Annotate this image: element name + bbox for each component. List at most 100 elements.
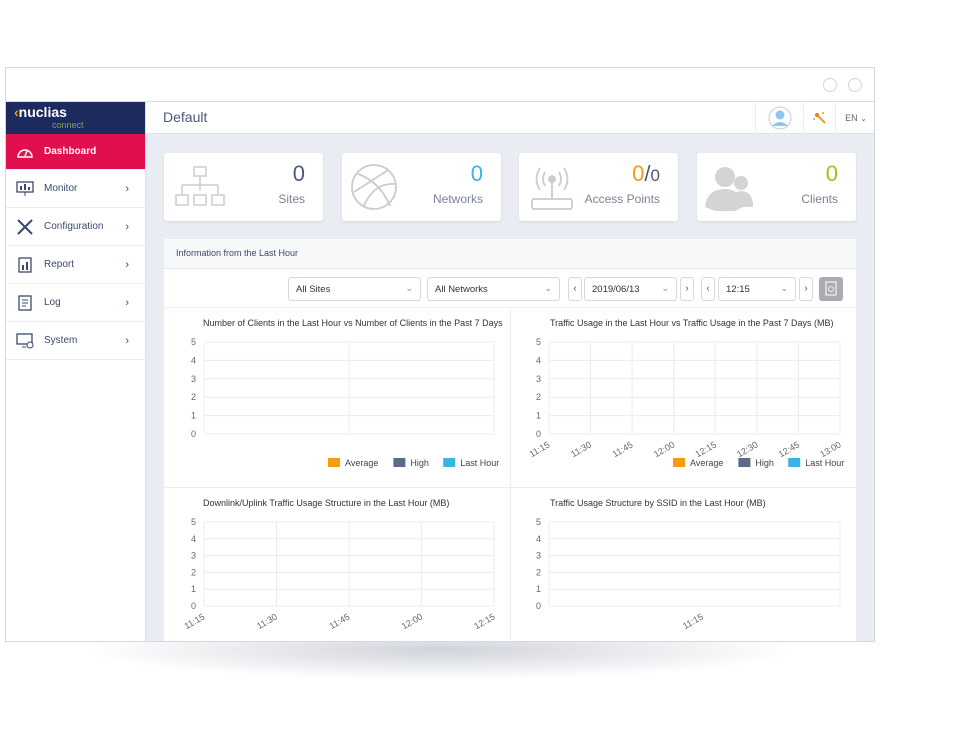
- chevron-right-icon: ›: [125, 182, 129, 195]
- x-tick-label: 11:15: [183, 612, 207, 632]
- users-icon: [705, 167, 753, 211]
- time-next-button[interactable]: ›: [799, 277, 813, 301]
- clients-count: 0: [825, 161, 838, 186]
- clients-label: Clients: [801, 192, 838, 206]
- y-tick-label: 1: [536, 411, 541, 421]
- y-tick-label: 2: [191, 392, 196, 402]
- date-next-button[interactable]: ›: [680, 277, 694, 301]
- time-prev-button[interactable]: ‹: [701, 277, 715, 301]
- card-sites[interactable]: 0 Sites: [164, 153, 323, 221]
- y-tick-label: 2: [536, 567, 541, 577]
- date-value: 2019/06/13: [592, 284, 640, 295]
- y-tick-label: 5: [191, 337, 196, 347]
- tools-icon: [16, 218, 34, 235]
- sidebar-item-label: Monitor: [44, 183, 78, 194]
- export-button[interactable]: [819, 277, 843, 301]
- language-select[interactable]: EN ⌄: [835, 102, 874, 134]
- chart-cell-3: Downlink/Uplink Traffic Usage Structure …: [164, 487, 510, 641]
- avatar-icon: [768, 106, 791, 130]
- ap-count: 0/0: [632, 161, 660, 186]
- page-title: Default: [163, 109, 208, 125]
- chevron-right-icon: ›: [125, 296, 129, 309]
- logo[interactable]: ‹nuclias connect: [6, 102, 145, 134]
- charts-layer: 0 1 2 3 4 5 Average High Last Hour 0 1 2 3 4 5 11:15 11:…: [183, 337, 845, 632]
- chevron-right-icon: ›: [125, 220, 129, 233]
- legend-swatch: [393, 458, 406, 467]
- ap-online: 0: [632, 161, 645, 186]
- networks-label: Networks: [432, 192, 483, 206]
- y-tick-label: 0: [536, 601, 541, 611]
- report-icon: [16, 256, 34, 273]
- card-access-points[interactable]: 0/0 Access Points: [519, 153, 678, 221]
- card-clients[interactable]: 0 Clients: [697, 153, 856, 221]
- wizard-button[interactable]: [803, 102, 835, 134]
- chart-title: Traffic Usage in the Last Hour vs Traffi…: [550, 318, 834, 328]
- magic-wand-icon: [812, 112, 826, 124]
- x-tick-label: 13:00: [818, 439, 843, 459]
- sidebar-item-log[interactable]: Log ›: [6, 284, 145, 322]
- sidebar-item-configuration[interactable]: Configuration ›: [6, 208, 145, 246]
- legend-swatch: [788, 458, 801, 467]
- site-select[interactable]: All Sites ⌄: [288, 277, 421, 301]
- logo-sub: connect: [52, 120, 84, 130]
- legend-swatch: [738, 458, 751, 467]
- sidebar-item-system[interactable]: System ›: [6, 322, 145, 360]
- card-networks[interactable]: 0 Networks: [342, 153, 501, 221]
- sidebar-item-report[interactable]: Report ›: [6, 246, 145, 284]
- access-point-icon: [531, 167, 573, 210]
- date-prev-button[interactable]: ‹: [568, 277, 582, 301]
- legend-swatch: [328, 458, 340, 467]
- y-tick-label: 3: [191, 374, 196, 384]
- sidebar-item-monitor[interactable]: Monitor ›: [6, 170, 145, 208]
- chart-title: Number of Clients in the Last Hour vs Nu…: [203, 318, 503, 328]
- y-tick-label: 0: [191, 601, 196, 611]
- chart-title: Downlink/Uplink Traffic Usage Structure …: [203, 498, 450, 508]
- x-tick-label: 11:30: [255, 612, 279, 632]
- x-tick-label: 11:30: [569, 440, 593, 460]
- y-tick-label: 5: [536, 517, 541, 527]
- sites-label: Sites: [278, 192, 305, 206]
- ap-label: Access Points: [584, 192, 660, 206]
- site-value: All Sites: [296, 284, 331, 295]
- sites-count: 0: [292, 161, 305, 186]
- chevron-down-icon: ⌄: [405, 283, 413, 293]
- info-panel: Information from the Last Hour All Sites…: [164, 239, 856, 641]
- window-button[interactable]: [848, 78, 862, 92]
- export-report-icon: [825, 281, 837, 296]
- sidebar-item-label: Configuration: [44, 221, 104, 232]
- chevron-down-icon: ⌄: [860, 113, 867, 123]
- globe-icon: [351, 164, 397, 210]
- sidebar-item-label: Log: [44, 297, 61, 308]
- y-tick-label: 0: [191, 429, 196, 439]
- topology-icon: [175, 166, 225, 206]
- x-tick-label: 12:15: [694, 439, 719, 459]
- chevron-down-icon: ⌄: [780, 283, 788, 293]
- legend-swatch: [673, 458, 685, 467]
- logo-brand-text: nuclias: [18, 104, 67, 120]
- legend-label: High: [755, 458, 774, 468]
- network-value: All Networks: [435, 284, 488, 295]
- time-value: 12:15: [726, 284, 750, 295]
- network-select[interactable]: All Networks ⌄: [427, 277, 560, 301]
- time-select[interactable]: 12:15 ⌄: [718, 277, 796, 301]
- gauge-icon: [16, 144, 34, 160]
- y-tick-label: 0: [536, 429, 541, 439]
- panel-title: Information from the Last Hour: [164, 239, 856, 269]
- chart-title: Traffic Usage Structure by SSID in the L…: [550, 498, 766, 508]
- sidebar: ‹nuclias connect Dashboard Monitor › Conf…: [6, 102, 146, 641]
- x-tick-label: 12:30: [735, 439, 760, 459]
- window-button[interactable]: [823, 78, 837, 92]
- legend-label: Last Hour: [805, 458, 844, 468]
- networks-count: 0: [470, 161, 483, 186]
- user-button[interactable]: [755, 102, 803, 134]
- y-tick-label: 1: [536, 584, 541, 594]
- sidebar-item-dashboard[interactable]: Dashboard: [6, 134, 145, 170]
- legend-label: Last Hour: [460, 458, 499, 468]
- y-tick-label: 1: [191, 584, 196, 594]
- app-window: ‹nuclias connect Dashboard Monitor › Conf…: [5, 67, 875, 642]
- y-tick-label: 4: [536, 355, 541, 365]
- y-tick-label: 2: [536, 392, 541, 402]
- date-select[interactable]: 2019/06/13 ⌄: [584, 277, 677, 301]
- header: Default EN ⌄: [146, 102, 874, 134]
- sidebar-item-label: Report: [44, 259, 75, 270]
